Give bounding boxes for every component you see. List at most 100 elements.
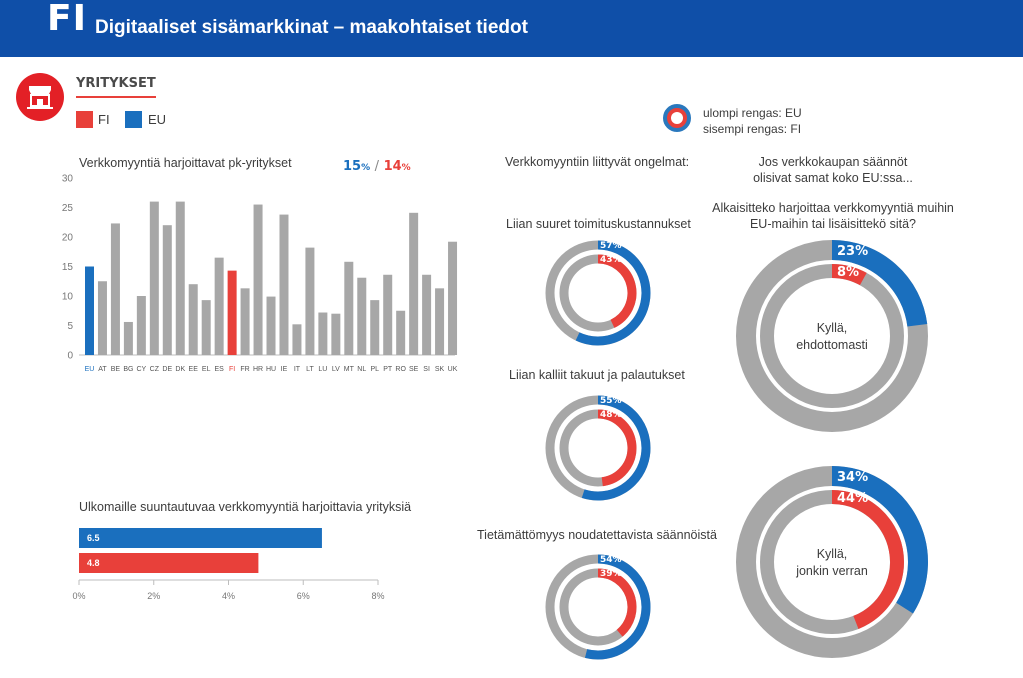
- headline-values: 15% / 14%: [343, 159, 411, 174]
- ring-legend-outer: ulompi rengas: EU: [703, 106, 802, 120]
- bar-hr: [253, 204, 263, 355]
- donut-somewhat-center-line-2: jonkin verran: [795, 564, 868, 578]
- bar-mt: [344, 261, 354, 355]
- bar-nl: [357, 277, 367, 355]
- donut-rules-fi-arc: [597, 568, 637, 637]
- bar-y-tick: 10: [62, 292, 74, 303]
- donut-guarantees-fi-label: 48%: [600, 410, 622, 420]
- bar-sk: [435, 288, 445, 355]
- bar-y-tick: 15: [62, 262, 74, 273]
- shop-icon: [16, 73, 64, 121]
- donut-2-title: Liian kalliit takuut ja palautukset: [509, 368, 685, 382]
- bar-uk: [448, 241, 458, 355]
- bar-x-tick-el: EL: [202, 366, 211, 373]
- bar-y-tick: 20: [62, 233, 74, 244]
- hbar-label-fi: 4.8: [87, 558, 100, 568]
- bar-x-tick-be: BE: [111, 366, 121, 373]
- headline-eu-value: 15%: [343, 159, 371, 174]
- bar-x-tick-lv: LV: [332, 366, 340, 373]
- bar-x-tick-hr: HR: [253, 366, 263, 373]
- donut-1-title: Liian suuret toimituskustannukset: [506, 217, 691, 231]
- donut-rules-eu-label: 54%: [600, 555, 622, 565]
- bar-es: [214, 257, 224, 355]
- hbar-x-tick: 8%: [371, 591, 384, 601]
- bar-y-tick: 5: [67, 321, 73, 332]
- bar-hu: [266, 296, 276, 355]
- donut-somewhat-center-line-1: Kyllä,: [817, 547, 848, 561]
- bar-be: [110, 223, 120, 355]
- bar-pl: [370, 300, 380, 355]
- donut-delivery-eu-arc: [575, 240, 651, 346]
- section-title: YRITYKSET: [76, 76, 156, 91]
- question-line-2: olisivat samat koko EU:ssa...: [753, 171, 913, 185]
- bar-at: [97, 281, 107, 355]
- donut-guarantees-fi-arc: [597, 409, 637, 487]
- hbar-chart-title: Ulkomaille suuntautuvaa verkkomyyntiä ha…: [79, 500, 412, 514]
- bar-x-tick-es: ES: [214, 366, 224, 373]
- bar-lv: [331, 313, 341, 355]
- bar-x-tick-sk: SK: [435, 366, 445, 373]
- bar-fr: [240, 288, 250, 355]
- bar-x-tick-de: DE: [162, 366, 172, 373]
- question-line-4: EU-maihin tai lisäisittekö sitä?: [749, 217, 917, 231]
- problems-heading: Verkkomyyntiin liittyvät ongelmat:: [505, 155, 690, 169]
- bar-x-tick-ro: RO: [395, 366, 406, 373]
- page-title: Digitaaliset sisämarkkinat – maakohtaise…: [95, 17, 528, 38]
- bar-x-tick-lu: LU: [318, 366, 327, 373]
- hbar-x-tick: 2%: [147, 591, 160, 601]
- hbar-eu: [79, 528, 322, 548]
- legend-swatch-fi: [76, 111, 93, 128]
- hbar-x-tick: 4%: [222, 591, 235, 601]
- bar-x-tick-uk: UK: [448, 366, 458, 373]
- donut-delivery-eu-label: 57%: [600, 241, 622, 251]
- hbar-fi: [79, 553, 259, 573]
- donut-definitely-center-line-2: ehdottomasti: [796, 338, 868, 352]
- donut-delivery-fi-label: 43%: [600, 255, 622, 265]
- donut-3-title: Tietämättömyys noudatettavista säännöist…: [477, 528, 717, 542]
- bar-pt: [383, 274, 393, 355]
- bar-x-tick-bg: BG: [123, 366, 133, 373]
- bar-x-tick-fr: FR: [240, 366, 249, 373]
- legend-swatch-eu: [125, 111, 142, 128]
- headline-fi-value: 14%: [383, 159, 411, 174]
- question-line-1: Jos verkkokaupan säännöt: [758, 155, 908, 169]
- bar-x-tick-nl: NL: [357, 366, 366, 373]
- bar-lu: [318, 312, 328, 355]
- donut-somewhat-fi-label: 44%: [837, 491, 868, 506]
- page-header: FI Digitaaliset sisämarkkinat – maakohta…: [0, 0, 1023, 57]
- question-line-3: Alkaisitteko harjoittaa verkkomyyntiä mu…: [712, 201, 954, 215]
- bar-x-tick-eu: EU: [85, 366, 95, 373]
- headline-separator: /: [374, 159, 380, 174]
- legend-label-eu: EU: [148, 112, 167, 127]
- bar-x-tick-pt: PT: [383, 366, 393, 373]
- bar-x-tick-si: SI: [423, 366, 430, 373]
- bar-x-tick-dk: DK: [175, 366, 185, 373]
- donut-definitely-fi-label: 8%: [837, 265, 859, 280]
- hbar-x-tick: 6%: [297, 591, 310, 601]
- hbar-x-tick: 0%: [72, 591, 85, 601]
- bar-it: [292, 324, 302, 355]
- bar-se: [409, 212, 419, 355]
- bar-y-tick: 0: [67, 351, 73, 362]
- bar-x-tick-it: IT: [294, 366, 301, 373]
- bar-dk: [175, 201, 185, 355]
- bar-x-tick-ie: IE: [281, 366, 288, 373]
- donut-somewhat-eu-label: 34%: [837, 470, 868, 485]
- bar-ee: [188, 284, 198, 355]
- bar-x-tick-mt: MT: [344, 366, 355, 373]
- donut-definitely-inner-track: [760, 264, 904, 408]
- ring-legend-icon: [663, 104, 691, 132]
- legend-label-fi: FI: [98, 112, 110, 127]
- bar-x-tick-ee: EE: [189, 366, 199, 373]
- donut-rules-eu-arc: [584, 554, 651, 660]
- donut-guarantees-eu-label: 55%: [600, 396, 622, 406]
- donut-guarantees-eu-arc: [581, 395, 651, 501]
- donut-delivery-fi-arc: [597, 254, 637, 328]
- bar-y-tick: 30: [62, 174, 74, 185]
- shop-icon-graphic: [27, 86, 53, 109]
- bar-cz: [149, 201, 159, 355]
- bar-cy: [136, 296, 146, 355]
- bar-si: [422, 274, 432, 355]
- donut-definitely-eu-label: 23%: [837, 244, 868, 259]
